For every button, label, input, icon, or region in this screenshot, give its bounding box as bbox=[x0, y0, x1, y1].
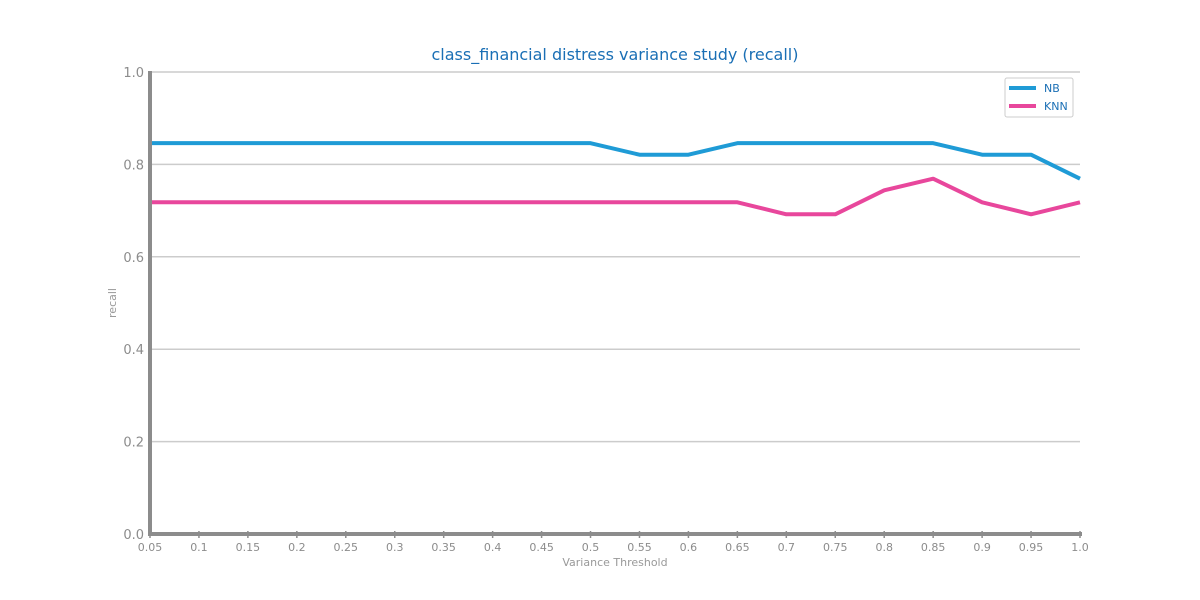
y-tick-label: 0.6 bbox=[123, 251, 144, 266]
x-tick-label: 0.45 bbox=[529, 541, 554, 554]
x-tick-label: 0.85 bbox=[921, 541, 946, 554]
series-line-nb bbox=[150, 141, 1081, 181]
x-tick-label: 0.5 bbox=[582, 541, 600, 554]
x-tick-label: 0.95 bbox=[1019, 541, 1044, 554]
series-line-knn bbox=[150, 176, 1081, 217]
y-tick-label: 0.0 bbox=[123, 528, 144, 543]
x-tick-label: 0.6 bbox=[680, 541, 698, 554]
x-tick-label: 0.75 bbox=[823, 541, 848, 554]
x-tick-label: 0.1 bbox=[190, 541, 208, 554]
x-tick-labels: 0.05 0.1 0.15 0.2 0.25 0.3 0.35 0.4 0.45 0.5 0.55 0… bbox=[138, 531, 1089, 554]
x-tick-label: 0.8 bbox=[875, 541, 893, 554]
legend-label-nb: NB bbox=[1044, 82, 1060, 95]
axes bbox=[148, 71, 1082, 536]
x-tick-label: 0.4 bbox=[484, 541, 502, 554]
y-tick-label: 0.4 bbox=[123, 343, 144, 358]
x-tick-label: 0.7 bbox=[778, 541, 796, 554]
y-tick-label: 0.8 bbox=[123, 158, 144, 173]
x-tick-label: 0.15 bbox=[236, 541, 261, 554]
x-axis-label: Variance Threshold bbox=[562, 556, 667, 569]
y-tick-label: 0.2 bbox=[123, 436, 144, 451]
chart-title: class_financial distress variance study … bbox=[432, 45, 799, 65]
legend: NB KNN bbox=[1004, 77, 1074, 118]
y-tick-label: 1.0 bbox=[123, 66, 144, 81]
x-tick-label: 0.2 bbox=[288, 541, 306, 554]
series-lines bbox=[150, 141, 1081, 217]
x-tick-label: 0.35 bbox=[431, 541, 456, 554]
x-tick-label: 0.05 bbox=[138, 541, 163, 554]
x-tick-label: 0.3 bbox=[386, 541, 404, 554]
x-tick-label: 0.65 bbox=[725, 541, 750, 554]
x-tick-label: 0.9 bbox=[973, 541, 991, 554]
x-tick-label: 1.0 bbox=[1071, 541, 1089, 554]
grid-lines bbox=[150, 71, 1080, 443]
legend-label-knn: KNN bbox=[1044, 100, 1068, 113]
y-tick-labels: 0.0 0.2 0.4 0.6 0.8 1.0 bbox=[123, 66, 144, 543]
x-tick-label: 0.25 bbox=[334, 541, 359, 554]
y-axis-label: recall bbox=[106, 288, 119, 318]
x-tick-label: 0.55 bbox=[627, 541, 652, 554]
